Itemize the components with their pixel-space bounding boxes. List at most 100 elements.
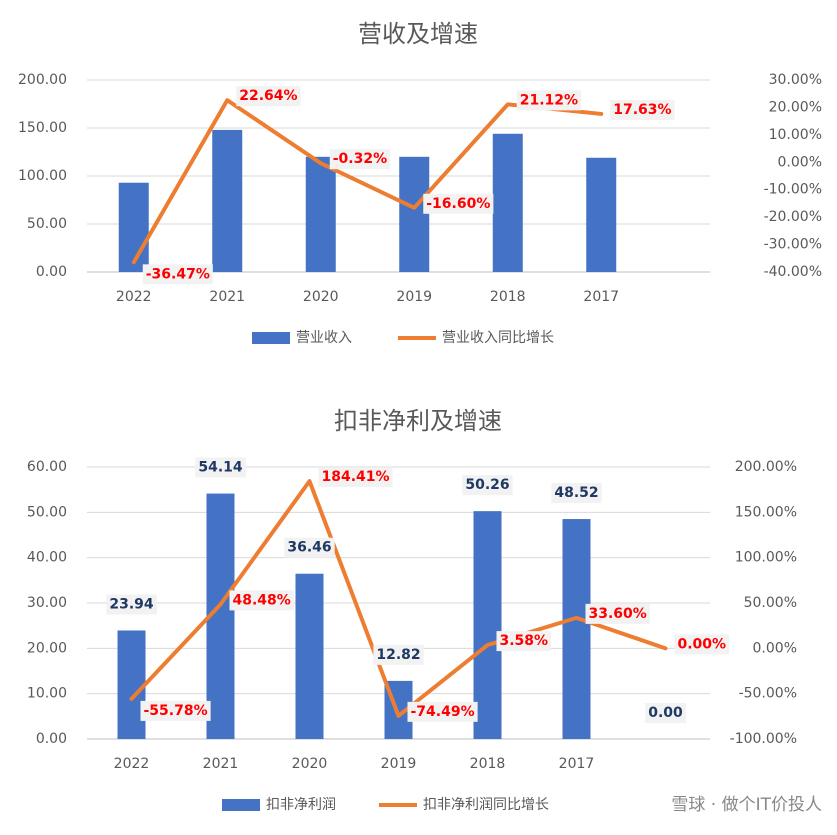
label-box	[496, 631, 552, 652]
chart-title: 扣非净利及增速	[334, 407, 502, 435]
legend-label: 扣非净利润同比增长	[423, 797, 549, 813]
data-label: 17.63%	[613, 102, 671, 118]
y2-tick-label: -30.00%	[764, 237, 822, 253]
label-box	[610, 99, 675, 120]
data-label: 21.12%	[520, 92, 578, 108]
y-tick-label: 50.00	[27, 504, 67, 520]
x-tick-label: 2018	[470, 756, 506, 772]
line	[129, 479, 668, 718]
x-tick-label: 2017	[583, 289, 619, 305]
bar	[117, 630, 146, 739]
legend-label: 扣非净利润	[266, 797, 336, 813]
label-box	[236, 86, 301, 107]
data-label: 0.00%	[678, 636, 727, 652]
data-label: 23.94	[109, 596, 154, 612]
y2-tick-label: 20.00%	[769, 99, 822, 115]
y-tick-label: 30.00	[27, 595, 67, 611]
bar	[399, 156, 430, 272]
data-label: -74.49%	[411, 704, 475, 720]
data-label: 22.64%	[239, 88, 297, 104]
x-tick-label: 2021	[203, 756, 239, 772]
label-box	[318, 467, 393, 488]
label-box	[585, 603, 650, 624]
data-label: 48.48%	[233, 592, 291, 608]
y-tick-label: 150.00	[18, 120, 67, 136]
data-label: -0.32%	[333, 151, 387, 167]
y2-tick-label: -50.00%	[739, 686, 797, 702]
label-box	[516, 90, 582, 111]
data-label: 36.46	[287, 540, 331, 556]
y2-tick-label: 0.00%	[778, 154, 822, 170]
data-label: 184.41%	[322, 469, 390, 485]
data-label: -36.47%	[146, 266, 210, 282]
y2-tick-label: 50.00%	[744, 595, 797, 611]
line	[131, 98, 604, 265]
bar	[295, 573, 324, 739]
legend-label: 营业收入	[296, 330, 352, 346]
watermark: 雪球 · 做个IT价投人	[671, 795, 822, 815]
data-label: 33.60%	[589, 606, 647, 622]
legend-swatch	[252, 332, 290, 344]
x-tick-label: 2020	[303, 289, 339, 305]
label-box	[373, 644, 424, 665]
label-box	[106, 594, 157, 615]
data-label: 0.00	[648, 705, 683, 721]
y-tick-label: 20.00	[27, 640, 67, 656]
y-tick-label: 60.00	[27, 459, 67, 475]
label-box	[284, 537, 335, 558]
x-tick-label: 2020	[292, 756, 328, 772]
y-tick-label: 0.00	[36, 264, 67, 280]
label-box	[462, 475, 513, 496]
label-box	[140, 700, 211, 721]
data-label: -16.60%	[426, 196, 490, 212]
y2-tick-label: 30.00%	[769, 72, 822, 88]
y2-tick-label: 200.00%	[735, 459, 797, 475]
y-tick-label: 40.00	[27, 550, 67, 566]
data-label: 3.58%	[500, 633, 549, 649]
y2-tick-label: 150.00%	[735, 504, 797, 520]
label-box	[551, 483, 602, 504]
label-box	[195, 457, 246, 478]
data-label: -55.78%	[144, 703, 208, 719]
data-label: 12.82	[376, 647, 420, 663]
label-box	[645, 703, 687, 723]
data-label: 54.14	[198, 460, 243, 476]
y2-tick-label: 100.00%	[735, 550, 797, 566]
label-box	[329, 149, 391, 170]
bar	[473, 511, 502, 739]
x-tick-label: 2018	[490, 289, 526, 305]
bar	[492, 133, 523, 272]
y-tick-label: 200.00	[18, 72, 67, 88]
x-tick-label: 2022	[116, 289, 152, 305]
y-tick-label: 100.00	[18, 168, 67, 184]
x-tick-label: 2017	[559, 756, 595, 772]
y2-tick-label: -40.00%	[764, 264, 822, 280]
legend-label: 营业收入同比增长	[442, 330, 554, 346]
label-box	[142, 264, 213, 285]
y2-tick-label: -100.00%	[730, 731, 797, 747]
x-tick-label: 2021	[209, 289, 245, 305]
bar	[118, 182, 149, 272]
x-tick-label: 2019	[396, 289, 432, 305]
y2-tick-label: 0.00%	[753, 640, 797, 656]
x-tick-label: 2019	[381, 756, 417, 772]
label-box	[407, 701, 478, 722]
y-tick-label: 50.00	[27, 216, 67, 232]
label-box	[674, 634, 730, 655]
bar	[305, 156, 336, 272]
x-tick-label: 2022	[114, 756, 150, 772]
chart-title: 营收及增速	[358, 20, 478, 48]
y-tick-label: 10.00	[27, 686, 67, 702]
y2-tick-label: -20.00%	[764, 209, 822, 225]
label-box	[423, 193, 494, 214]
y2-tick-label: 10.00%	[769, 127, 822, 143]
bar	[586, 157, 617, 272]
data-label: 50.26	[465, 477, 509, 493]
data-label: 48.52	[554, 485, 598, 501]
y2-tick-label: -10.00%	[764, 182, 822, 198]
bar	[562, 519, 591, 739]
bar	[212, 129, 243, 272]
legend-swatch	[222, 799, 260, 811]
label-box	[229, 590, 294, 611]
